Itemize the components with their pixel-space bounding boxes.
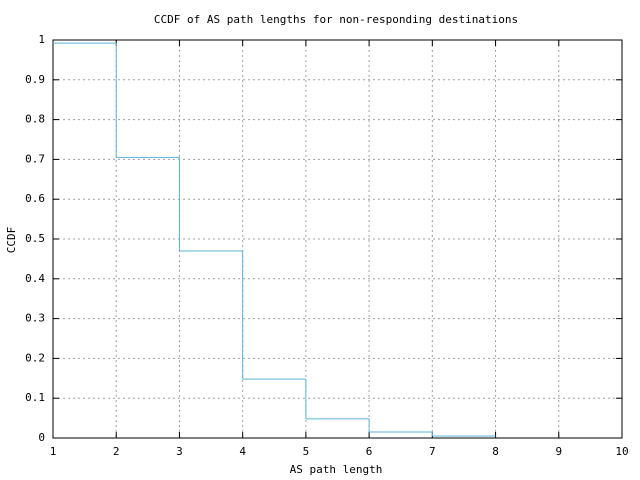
x-tick-label: 2 [113, 445, 120, 458]
x-tick-label: 7 [429, 445, 436, 458]
y-tick-label: 0.7 [25, 152, 45, 165]
x-tick-label: 5 [303, 445, 310, 458]
y-tick-label: 0.2 [25, 351, 45, 364]
y-tick-label: 0 [38, 431, 45, 444]
y-axis-label: CCDF [5, 227, 18, 254]
x-tick-label: 9 [555, 445, 562, 458]
x-tick-label: 6 [366, 445, 373, 458]
chart-title: CCDF of AS path lengths for non-respondi… [154, 13, 518, 26]
y-tick-label: 0.6 [25, 192, 45, 205]
y-tick-label: 0.3 [25, 312, 45, 325]
y-tick-label: 0.9 [25, 73, 45, 86]
y-tick-label: 1 [38, 33, 45, 46]
y-tick-label: 0.1 [25, 391, 45, 404]
x-tick-label: 3 [176, 445, 183, 458]
y-tick-label: 0.5 [25, 232, 45, 245]
plot-frame [52, 39, 623, 439]
x-axis-label: AS path length [290, 463, 383, 476]
y-tick-label: 0.4 [25, 272, 45, 285]
x-tick-label: 4 [239, 445, 246, 458]
x-tick-label: 1 [50, 445, 57, 458]
y-tick-label: 0.8 [25, 113, 45, 126]
x-tick-label: 8 [492, 445, 499, 458]
x-tick-label: 10 [615, 445, 628, 458]
